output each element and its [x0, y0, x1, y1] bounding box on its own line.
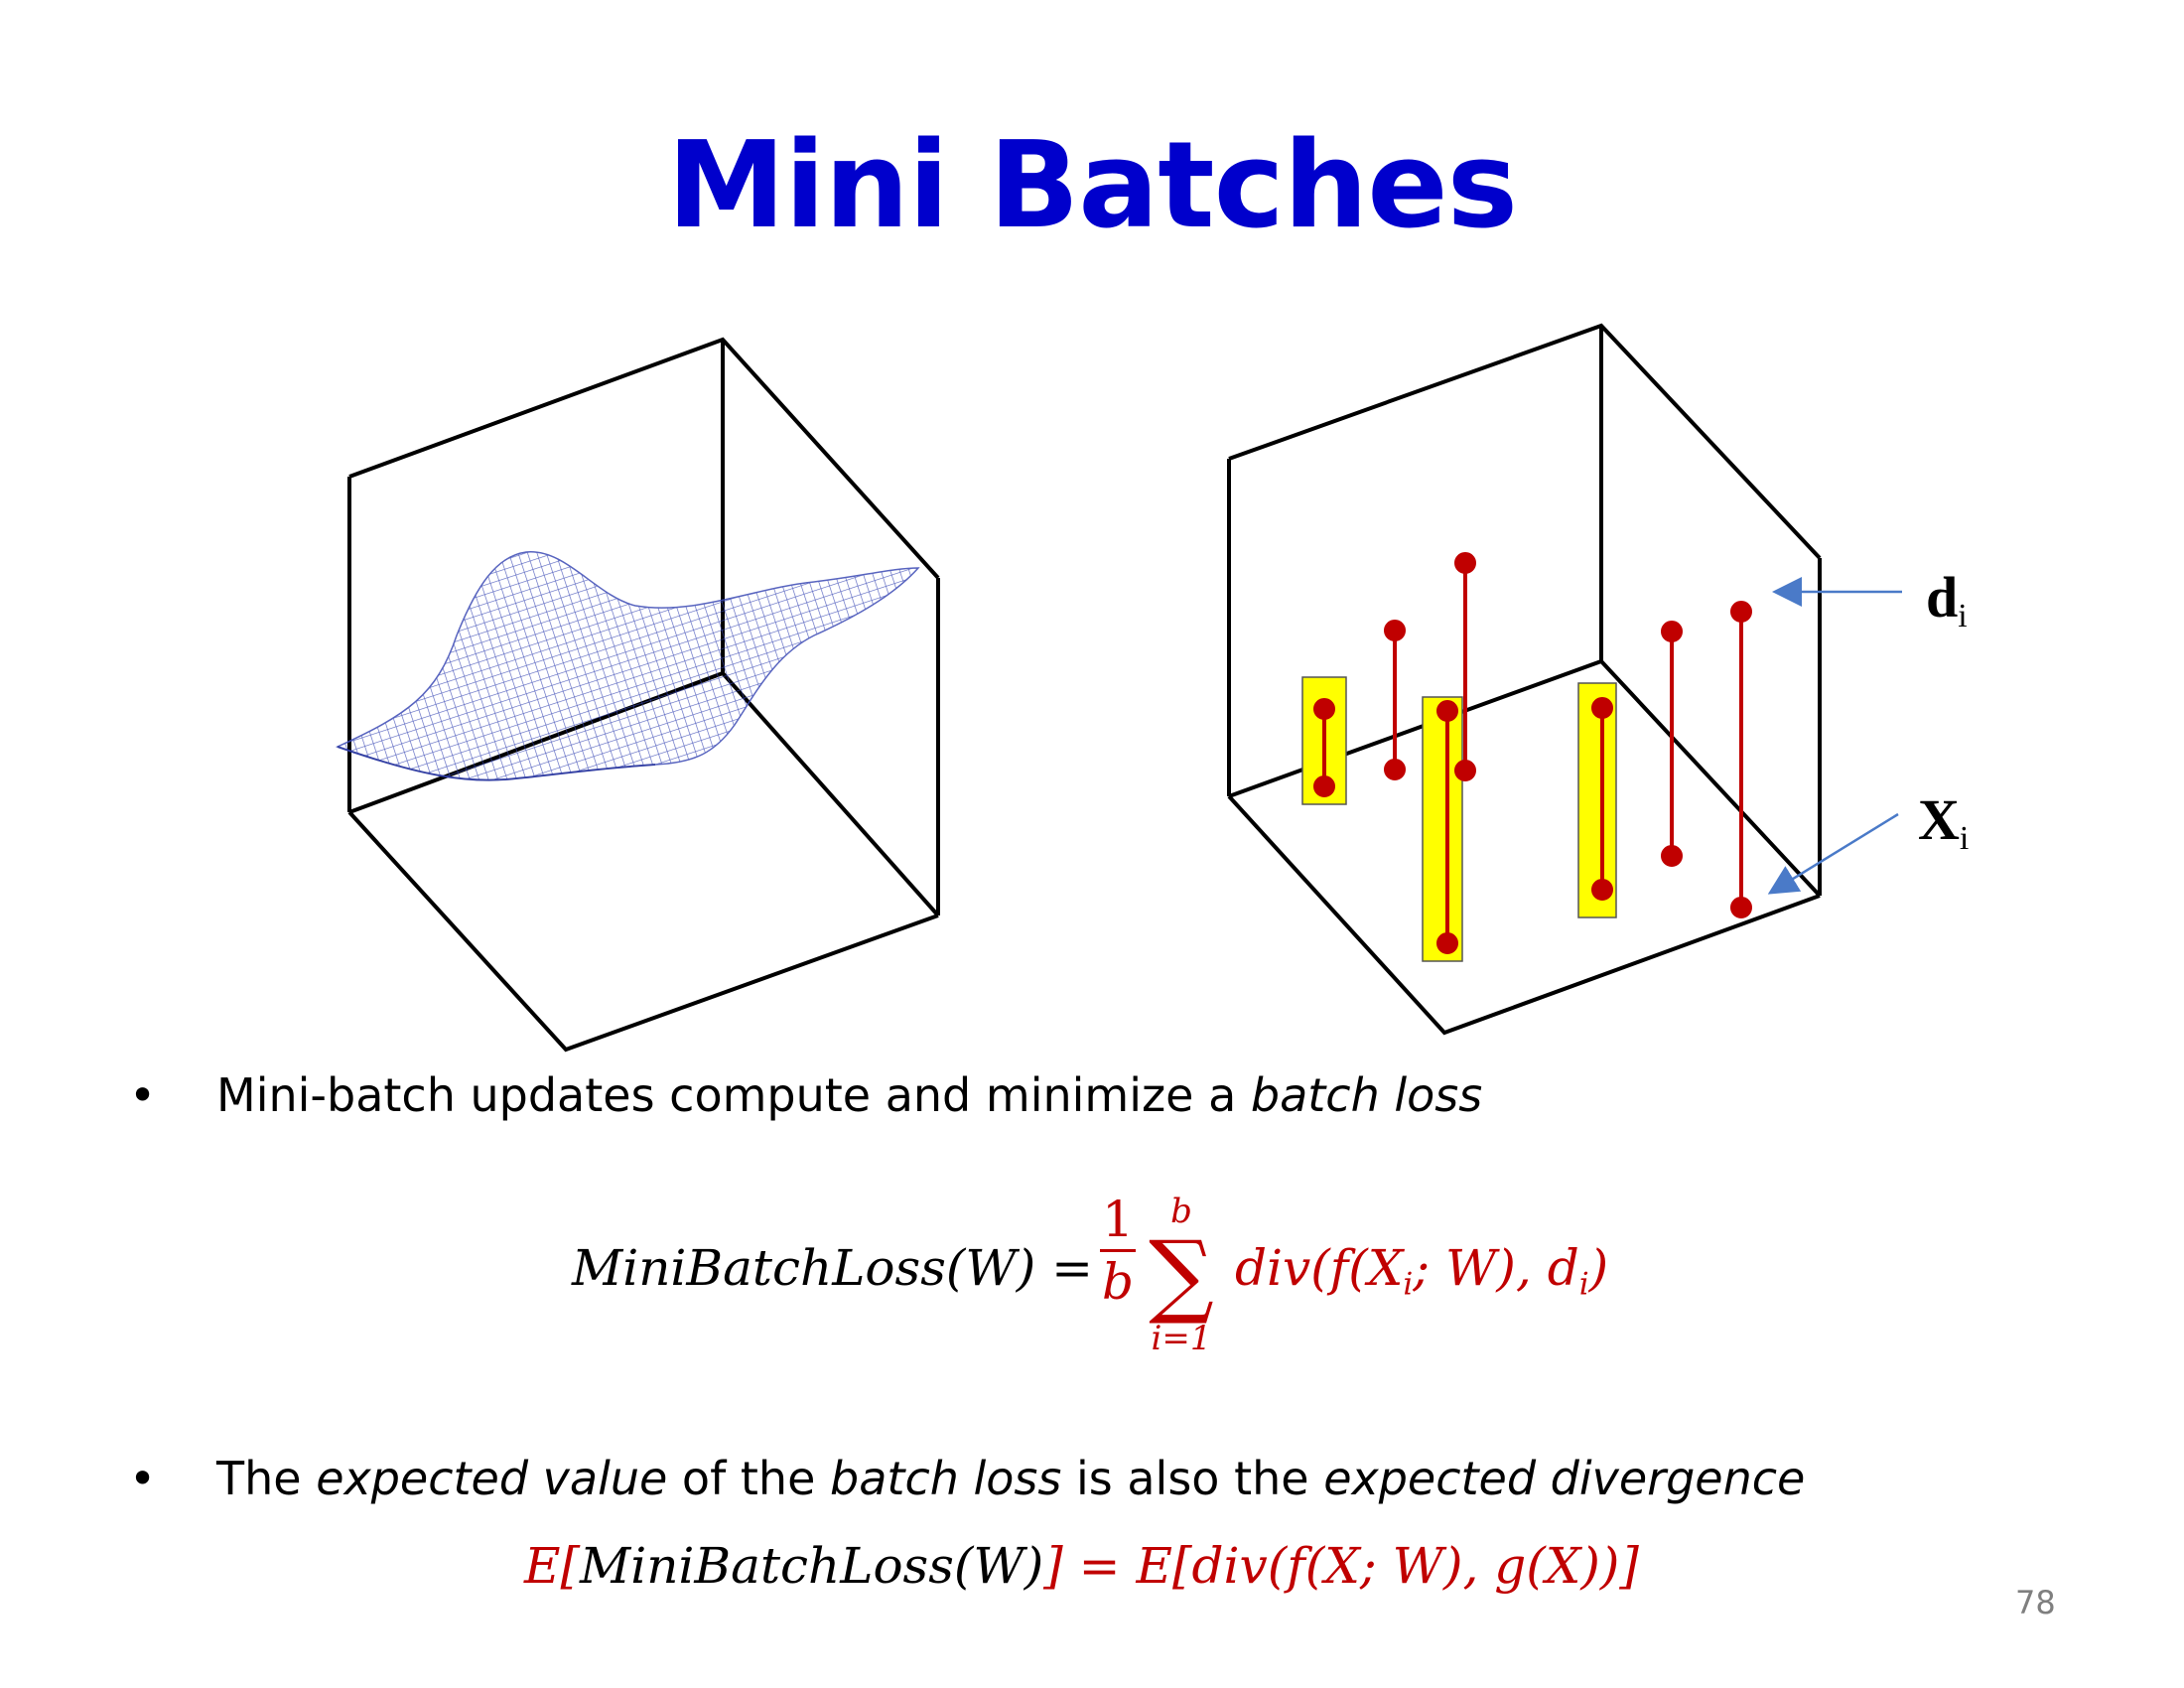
right-cube [1227, 323, 1822, 1036]
error-surface-mesh-icon [335, 551, 920, 781]
sample-4 [1436, 700, 1458, 954]
batch-highlights [1301, 676, 1617, 962]
samples [1313, 552, 1752, 954]
page-number: 78 [2015, 1584, 2056, 1621]
equation-1-sum: b ∑ i=1 [1142, 1192, 1221, 1358]
left-cube [347, 337, 940, 1053]
sample-7 [1730, 601, 1752, 918]
label-d: di [1926, 565, 1968, 635]
batch-highlight-2 [1422, 696, 1463, 962]
sample-6 [1661, 621, 1683, 867]
batch-highlight-3 [1577, 682, 1617, 918]
bullet-dot-icon: • [129, 1068, 157, 1122]
arrow-x-icon [1767, 812, 1899, 895]
equation-1-fraction: 1 b [1100, 1191, 1136, 1311]
sample-1 [1313, 698, 1335, 797]
bullet-dot-icon: • [129, 1452, 157, 1505]
sigma-icon: ∑ [1149, 1221, 1214, 1328]
equation-1-rhs: div(f(Xi; W), di) [1235, 1239, 1609, 1303]
sample-5 [1591, 697, 1613, 901]
equation-2: E[MiniBatchLoss(W)] = E[div(f(X; W), g(X… [524, 1537, 1639, 1595]
slide-title: Mini Batches [666, 117, 1518, 255]
label-x: Xi [1918, 787, 1970, 858]
equation-1-lhs: MiniBatchLoss(W) = [572, 1239, 1094, 1297]
sample-2 [1384, 620, 1406, 780]
sample-3 [1454, 552, 1476, 781]
